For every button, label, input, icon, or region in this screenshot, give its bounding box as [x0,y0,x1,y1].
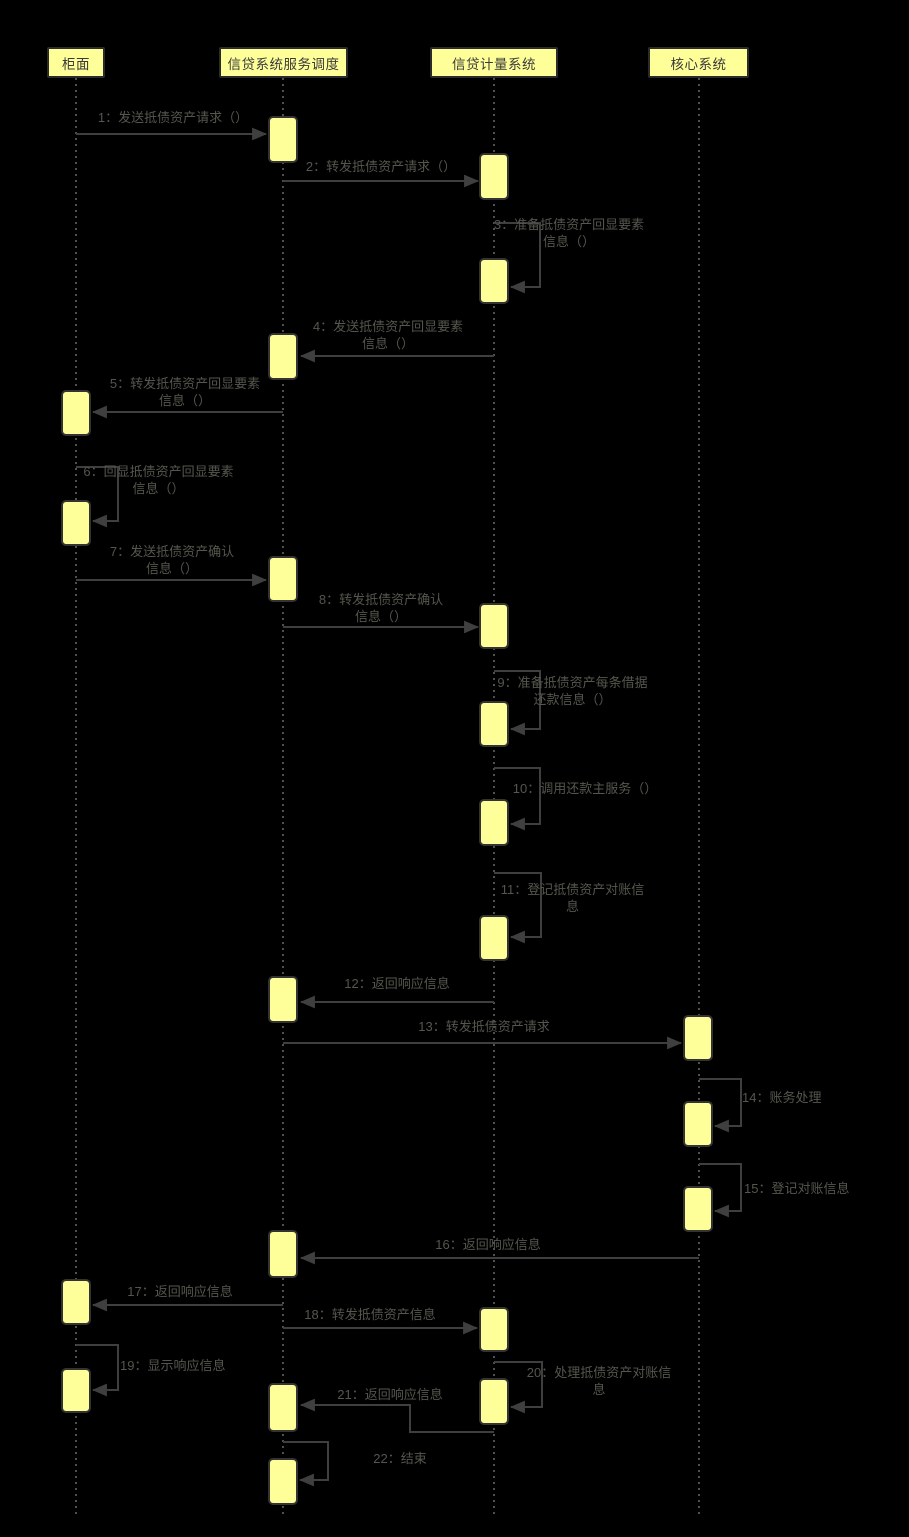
activation-dispatch-22 [268,1458,298,1505]
arrow-message-3-self [494,222,541,294]
actor-label: 信贷系统服务调度 [227,56,340,72]
arrow-message-19-self [76,1344,119,1397]
actor-label: 核心系统 [670,56,727,72]
arrow-message-9-self [494,670,541,736]
message-label-5: 5：转发抵债资产回显要素 信息（） [109,376,261,408]
activation-measurement-3 [479,258,509,304]
activation-dispatch-7 [268,556,298,602]
message-label-7: 7：发送抵债资产确认 信息（） [109,544,235,576]
activation-measurement-2 [479,153,509,200]
actor-box-credit-dispatch: 信贷系统服务调度 [219,47,348,78]
message-label-8: 8：转发抵债资产确认 信息（） [318,592,444,624]
activation-counter-5 [61,390,91,436]
activation-core-14 [683,1101,713,1147]
activation-dispatch-1 [268,116,298,163]
arrow-message-6-self [76,466,119,528]
message-label-2: 2：转发抵债资产请求（） [305,159,457,174]
activation-counter-19 [61,1368,91,1413]
message-label-12: 12：返回响应信息 [344,976,450,991]
message-label-22: 22：结束 [373,1451,427,1466]
activation-dispatch-21 [268,1383,298,1432]
arrow-message-22-self [283,1441,329,1487]
message-label-9: 9：准备抵债资产每条借据 还款信息（） [497,675,648,707]
arrow-message-15-self [699,1163,742,1218]
activation-measurement-10 [479,799,509,846]
message-label-19: 19：显示响应信息 [120,1358,226,1373]
message-label-17: 17：返回响应信息 [127,1284,233,1299]
message-label-18: 18：转发抵债资产信息 [304,1307,436,1322]
message-label-16: 16：返回响应信息 [435,1237,541,1252]
message-label-3: 3：准备抵债资产回显要素 信息（） [493,217,645,249]
activation-measurement-8 [479,603,509,649]
activation-dispatch-4 [268,333,298,380]
activation-counter-6 [61,500,91,546]
activation-dispatch-12 [268,976,298,1023]
message-label-1: 1：发送抵债资产请求（） [97,110,249,125]
actor-box-core-system: 核心系统 [648,47,749,78]
activation-measurement-18 [479,1307,509,1352]
arrow-message-14-self [699,1078,742,1133]
activation-core-15 [683,1186,713,1232]
message-label-4: 4：发送抵债资产回显要素 信息（） [312,319,464,351]
activation-counter-17 [61,1279,91,1325]
activation-measurement-20 [479,1378,509,1425]
actor-box-counter: 柜面 [47,47,105,78]
actor-box-credit-measurement: 信贷计量系统 [430,47,558,78]
activation-dispatch-16 [268,1230,298,1278]
message-label-21: 21：返回响应信息 [337,1387,443,1402]
arrow-message-21 [299,1398,494,1433]
activation-measurement-11 [479,915,509,961]
message-label-6: 6：回显抵债资产回显要素 信息（） [83,464,234,496]
message-label-20: 20：处理抵债资产对账信 息 [526,1365,672,1397]
message-label-14: 14：账务处理 [742,1090,822,1105]
actor-label: 信贷计量系统 [452,56,536,72]
arrow-message-20-self [494,1361,543,1414]
message-label-11: 11：登记抵债资产对账信 息 [500,882,645,914]
message-label-15: 15：登记对账信息 [744,1181,850,1196]
arrow-message-11-self [494,872,542,944]
message-label-10: 10：调用还款主服务（） [512,781,658,796]
arrow-message-10-self [494,767,541,831]
activation-core-13 [683,1015,713,1061]
actor-label: 柜面 [62,56,90,72]
activation-measurement-9 [479,701,509,747]
message-label-13: 13：转发抵债资产请求 [418,1019,550,1034]
